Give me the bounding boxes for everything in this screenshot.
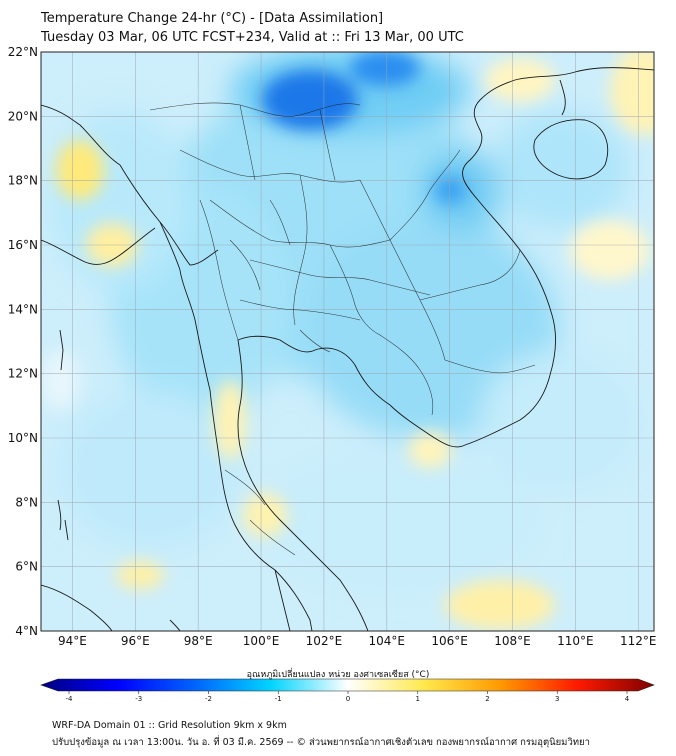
admin-borders xyxy=(149,102,536,556)
colorbar: -4 -3 -2 -1 0 1 2 3 4 xyxy=(40,678,655,703)
lat-tick-label: 18°N xyxy=(8,174,38,188)
lon-tick-label: 106°E xyxy=(431,634,468,648)
lat-tick-label: 10°N xyxy=(8,431,38,445)
lat-tick-label: 4°N xyxy=(15,624,38,638)
lon-tick-label: 98°E xyxy=(184,634,213,648)
lon-tick-label: 100°E xyxy=(243,634,280,648)
colorbar-tick-label: 3 xyxy=(555,695,559,703)
lon-tick-label: 104°E xyxy=(369,634,406,648)
lon-tick-label: 110°E xyxy=(557,634,594,648)
lat-tick-label: 20°N xyxy=(8,109,38,123)
lon-tick-label: 102°E xyxy=(306,634,343,648)
colorbar-tick-label: -3 xyxy=(135,695,142,703)
colorbar-gradient xyxy=(40,678,655,692)
graticule xyxy=(41,52,654,631)
lon-tick-label: 112°E xyxy=(620,634,657,648)
longitude-labels: 94°E 96°E 98°E 100°E 102°E 104°E 106°E 108°E 110… xyxy=(58,634,657,648)
colorbar-tick-label: 1 xyxy=(416,695,420,703)
colorbar-ticks: -4 -3 -2 -1 0 1 2 3 4 xyxy=(66,691,630,703)
lat-tick-label: 16°N xyxy=(8,238,38,252)
lon-tick-label: 96°E xyxy=(121,634,150,648)
chart-title: Temperature Change 24-hr (°C) - [Data As… xyxy=(41,11,384,26)
latitude-labels: 22°N 20°N 18°N 16°N 14°N 12°N 10°N 8°N 6°N 4°N xyxy=(8,45,38,638)
coastline xyxy=(41,67,654,631)
colorbar-tick-label: -1 xyxy=(275,695,282,703)
colorbar-tick-label: 0 xyxy=(346,695,350,703)
lon-tick-label: 108°E xyxy=(494,634,531,648)
colorbar-title: อุณหภูมิเปลี่ยนแปลง หน่วย องศาเซลเซียส (… xyxy=(246,670,430,680)
chart-subtitle: Tuesday 03 Mar, 06 UTC FCST+234, Valid a… xyxy=(41,30,464,45)
footer-model-info: WRF-DA Domain 01 :: Grid Resolution 9km … xyxy=(52,720,287,731)
lon-tick-label: 94°E xyxy=(58,634,87,648)
lat-tick-label: 12°N xyxy=(8,367,38,381)
colorbar-tick-label: 4 xyxy=(625,695,630,703)
map-frame xyxy=(40,51,655,632)
footer-credit: ปรับปรุงข้อมูล ณ เวลา 13:00น. วัน อ. ที่… xyxy=(52,737,590,748)
colorbar-tick-label: -2 xyxy=(205,695,212,703)
lat-tick-label: 22°N xyxy=(8,45,38,59)
lat-tick-label: 14°N xyxy=(8,302,38,316)
temperature-field xyxy=(41,52,654,631)
lat-tick-label: 8°N xyxy=(15,495,38,509)
colorbar-tick-label: -4 xyxy=(66,695,74,703)
colorbar-tick-label: 2 xyxy=(485,695,489,703)
lat-tick-label: 6°N xyxy=(15,560,38,574)
